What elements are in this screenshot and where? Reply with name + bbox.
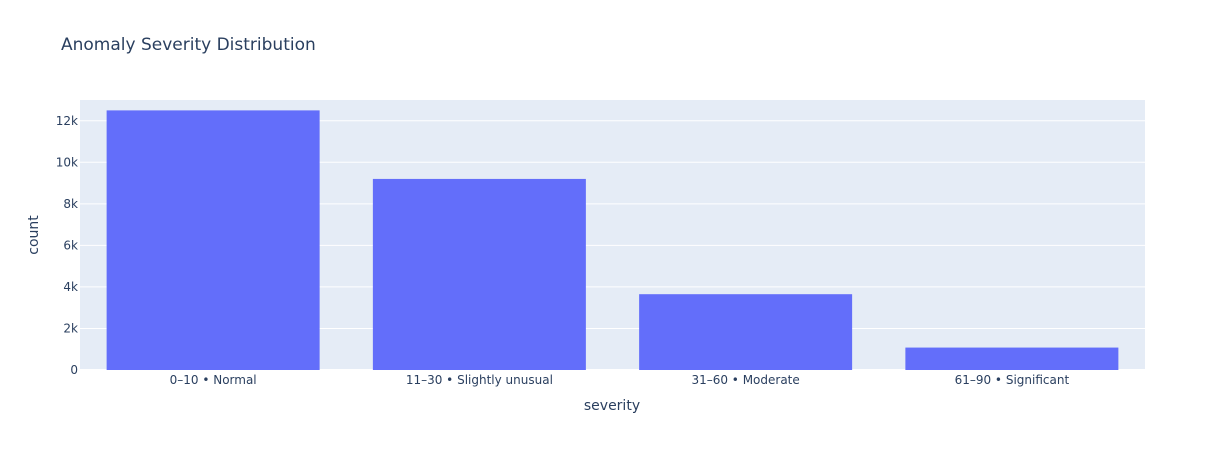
bars xyxy=(106,110,1119,370)
bar-0[interactable] xyxy=(106,110,320,370)
y-tick-label: 4k xyxy=(63,280,78,294)
x-tick-label: 11–30 • Slightly unusual xyxy=(406,373,553,387)
y-tick-label: 2k xyxy=(63,321,78,335)
y-tick-label: 10k xyxy=(56,155,78,169)
y-tick-label: 12k xyxy=(56,114,78,128)
bar-1[interactable] xyxy=(372,178,586,370)
bar-3[interactable] xyxy=(905,347,1119,370)
x-axis-title: severity xyxy=(584,398,640,414)
x-tick-label: 61–90 • Significant xyxy=(955,373,1070,387)
x-axis-ticks: 0–10 • Normal 11–30 • Slightly unusual 31–… xyxy=(170,373,1070,387)
x-tick-label: 0–10 • Normal xyxy=(170,373,257,387)
bar-2[interactable] xyxy=(639,294,853,370)
y-tick-label: 6k xyxy=(63,238,78,252)
y-axis-title: count xyxy=(26,215,42,255)
x-tick-label: 31–60 • Moderate xyxy=(691,373,799,387)
chart-title: Anomaly Severity Distribution xyxy=(61,35,316,55)
y-tick-label: 8k xyxy=(63,197,78,211)
y-tick-label: 0 xyxy=(70,363,78,377)
y-axis-ticks: 0 2k 4k 6k 8k 10k 12k xyxy=(56,114,78,377)
